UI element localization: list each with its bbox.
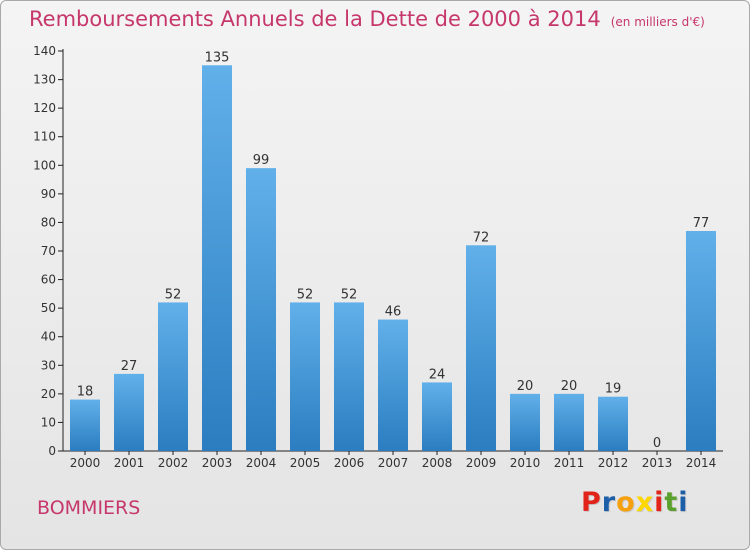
data-label: 52 (165, 287, 182, 302)
data-label: 18 (77, 385, 94, 400)
x-tick-label: 2005 (290, 456, 321, 470)
x-tick-label: 2013 (642, 456, 673, 470)
data-label: 24 (429, 367, 446, 382)
y-tick-label: 140 (33, 44, 56, 58)
bar (510, 393, 540, 451)
brand-letter: r (601, 487, 617, 518)
x-tick-label: 2002 (158, 456, 189, 470)
y-tick-label: 0 (48, 444, 56, 458)
bar (114, 373, 144, 451)
chart-title: Remboursements Annuels de la Dette de 20… (29, 7, 705, 31)
y-tick-label: 70 (41, 244, 56, 258)
data-label: 27 (121, 359, 138, 374)
y-tick-label: 10 (41, 415, 56, 429)
bar (598, 396, 628, 451)
y-tick-label: 110 (33, 130, 56, 144)
brand-letter: i (678, 487, 689, 518)
x-tick-label: 2004 (246, 456, 277, 470)
x-tick-label: 2006 (334, 456, 365, 470)
data-label: 19 (605, 382, 622, 397)
bar (422, 382, 452, 451)
data-label: 52 (297, 287, 314, 302)
y-tick-label: 80 (41, 215, 56, 229)
y-tick-label: 120 (33, 101, 56, 115)
y-tick-label: 60 (41, 273, 56, 287)
commune-name: BOMMIERS (37, 497, 141, 519)
bar (202, 65, 232, 452)
x-tick-label: 2008 (422, 456, 453, 470)
bar (334, 302, 364, 451)
data-label: 0 (653, 436, 661, 451)
x-tick-label: 2012 (598, 456, 629, 470)
x-tick-label: 2010 (510, 456, 541, 470)
data-label: 72 (473, 230, 490, 245)
x-tick-label: 2000 (70, 456, 101, 470)
bar (290, 302, 320, 451)
y-tick-label: 30 (41, 358, 56, 372)
y-tick-label: 40 (41, 330, 56, 344)
data-label: 99 (253, 153, 270, 168)
x-tick-label: 2014 (686, 456, 717, 470)
y-tick-label: 50 (41, 301, 56, 315)
brand-letter: x (635, 487, 655, 518)
y-tick-label: 100 (33, 158, 56, 172)
bar (246, 168, 276, 451)
chart-unit: (en milliers d'€) (610, 15, 705, 29)
x-tick-label: 2007 (378, 456, 409, 470)
brand-letter: o (616, 487, 636, 518)
chart-title-main: Remboursements Annuels de la Dette de 20… (29, 7, 601, 31)
data-label: 20 (561, 379, 578, 394)
x-tick-label: 2011 (554, 456, 585, 470)
data-label: 20 (517, 379, 534, 394)
data-label: 77 (693, 216, 710, 231)
y-tick-label: 130 (33, 73, 56, 87)
bar (70, 399, 100, 451)
brand-letter: i (654, 487, 665, 518)
brand-letter: t (664, 487, 679, 518)
brand-letter: P (581, 487, 602, 518)
x-tick-label: 2001 (114, 456, 145, 470)
proxiti-logo: Proxiti (581, 487, 689, 518)
x-tick-label: 2003 (202, 456, 233, 470)
y-tick-label: 20 (41, 387, 56, 401)
bar (554, 393, 584, 451)
data-label: 135 (205, 50, 230, 65)
y-tick-label: 90 (41, 187, 56, 201)
bar (378, 319, 408, 451)
bar (466, 245, 496, 451)
x-tick-label: 2009 (466, 456, 497, 470)
data-label: 52 (341, 287, 358, 302)
bar (158, 302, 188, 451)
data-label: 46 (385, 305, 402, 320)
bar (686, 231, 716, 451)
